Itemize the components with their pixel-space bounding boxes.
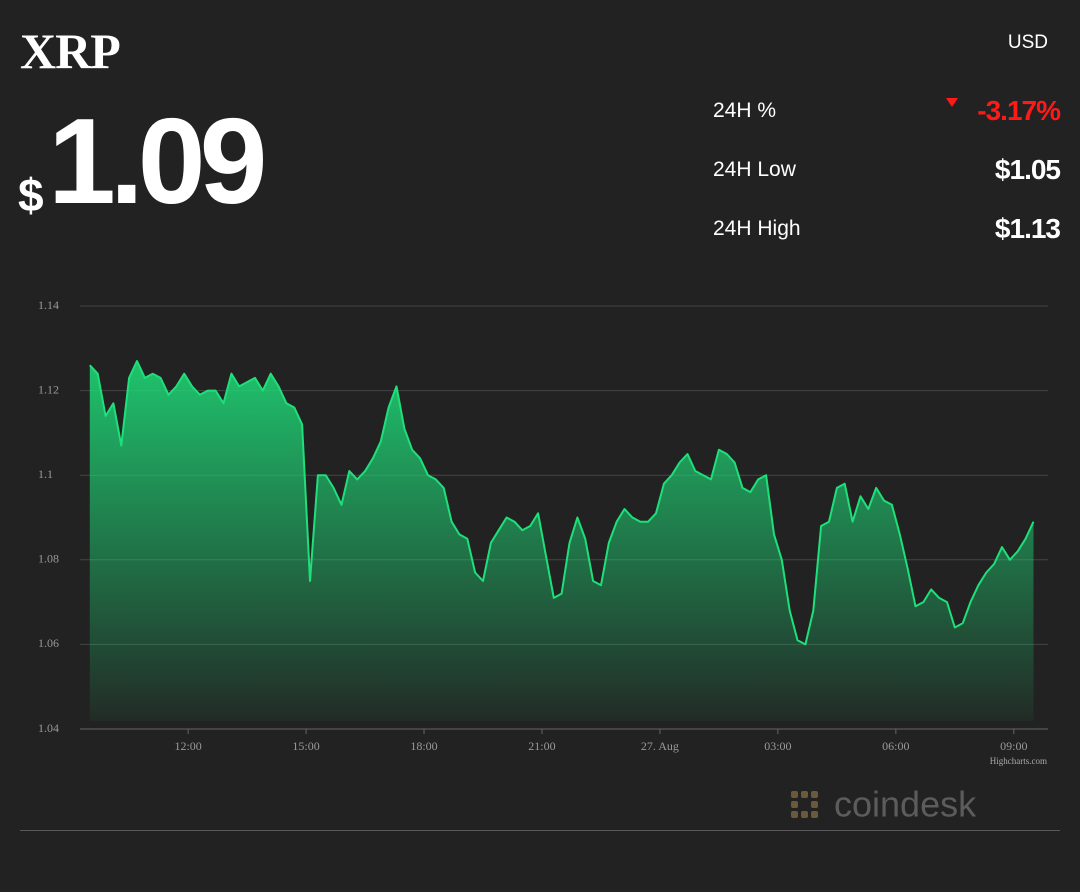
logo-text: coindesk [834, 784, 977, 825]
credit: Highcharts.com [990, 756, 1047, 766]
price-line [89, 360, 1035, 646]
y-tick-label: 1.08 [38, 552, 59, 566]
stat-value: $1.13 [994, 213, 1061, 244]
stat-label: 24H % [713, 99, 777, 122]
logo: coindesk [791, 784, 977, 825]
y-tick-label: 1.14 [38, 298, 59, 312]
x-tick-label: 18:00 [410, 739, 437, 753]
price-symbol: $ [18, 169, 44, 221]
symbol: XRP [20, 23, 121, 79]
y-tick-label: 1.1 [38, 467, 53, 481]
price: 1.09 [48, 93, 267, 229]
stat-value: $1.05 [994, 154, 1061, 185]
y-tick-label: 1.12 [38, 382, 59, 396]
down-arrow [946, 98, 958, 107]
divider [20, 830, 1060, 831]
stat-label: 24H High [713, 217, 801, 240]
currency: USD [1007, 32, 1048, 53]
area-fill [89, 361, 1034, 721]
y-tick-label: 1.06 [38, 636, 59, 650]
x-tick-label: 21:00 [528, 739, 555, 753]
stat-value: -3.17% [977, 95, 1061, 126]
stat-label: 24H Low [713, 158, 796, 181]
x-tick-label: 06:00 [882, 739, 909, 753]
x-tick-label: 12:00 [174, 739, 201, 753]
x-tick-label: 09:00 [1000, 739, 1027, 753]
y-tick-label: 1.04 [38, 721, 59, 735]
x-tick-label: 27. Aug [641, 739, 679, 753]
x-tick-label: 03:00 [764, 739, 791, 753]
x-tick-label: 15:00 [292, 739, 319, 753]
